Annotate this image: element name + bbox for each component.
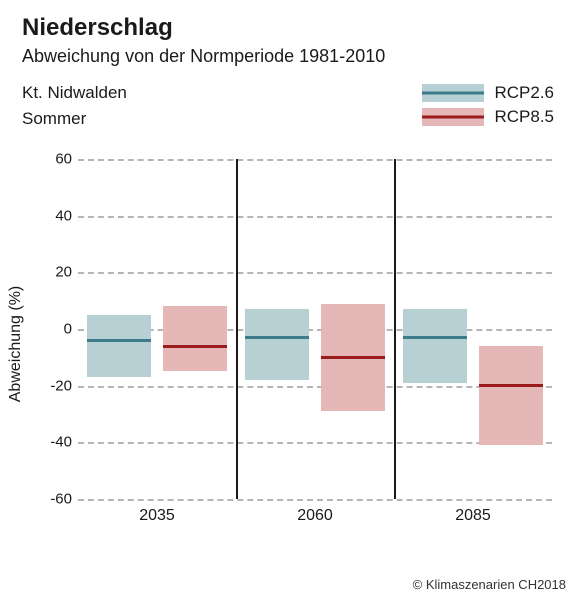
range-box [87, 159, 151, 499]
chart: Abweichung (%) -60-40-200204060203520602… [22, 159, 562, 529]
range-band [245, 309, 309, 380]
y-tick-label: 0 [32, 321, 78, 338]
x-tick-label: 2060 [297, 507, 333, 525]
x-tick-label: 2085 [455, 507, 491, 525]
legend-swatch [422, 108, 484, 126]
period-separator [236, 159, 238, 499]
y-axis-label: Abweichung (%) [7, 286, 25, 403]
meta-season: Sommer [22, 109, 127, 129]
y-tick-label: -20 [32, 377, 78, 394]
range-band [403, 309, 467, 383]
gridline [78, 499, 552, 501]
y-tick-label: 20 [32, 264, 78, 281]
median-line [479, 384, 543, 387]
y-tick-label: -40 [32, 434, 78, 451]
page-subtitle: Abweichung von der Normperiode 1981-2010 [22, 46, 584, 67]
range-box [321, 159, 385, 499]
legend-label: RCP2.6 [494, 83, 554, 103]
plot-area: -60-40-200204060203520602085 [78, 159, 552, 499]
range-band [87, 315, 151, 377]
y-tick-label: 40 [32, 207, 78, 224]
y-tick-label: 60 [32, 151, 78, 168]
median-line [87, 339, 151, 342]
median-line [321, 356, 385, 359]
range-box [403, 159, 467, 499]
median-line [403, 336, 467, 339]
range-box [245, 159, 309, 499]
median-line [245, 336, 309, 339]
legend: RCP2.6 RCP8.5 [422, 83, 554, 135]
median-line [163, 345, 227, 348]
range-band [163, 306, 227, 371]
credit: © Klimaszenarien CH2018 [413, 577, 566, 592]
range-box [479, 159, 543, 499]
y-tick-label: -60 [32, 491, 78, 508]
meta-left: Kt. Nidwalden Sommer [22, 83, 127, 135]
legend-label: RCP8.5 [494, 107, 554, 127]
meta-row: Kt. Nidwalden Sommer RCP2.6 RCP8.5 [22, 83, 554, 135]
legend-swatch [422, 84, 484, 102]
range-band [479, 346, 543, 445]
page-title: Niederschlag [22, 14, 584, 42]
period-separator [394, 159, 396, 499]
range-box [163, 159, 227, 499]
legend-item: RCP2.6 [422, 83, 554, 103]
meta-region: Kt. Nidwalden [22, 83, 127, 103]
x-tick-label: 2035 [139, 507, 175, 525]
legend-item: RCP8.5 [422, 107, 554, 127]
